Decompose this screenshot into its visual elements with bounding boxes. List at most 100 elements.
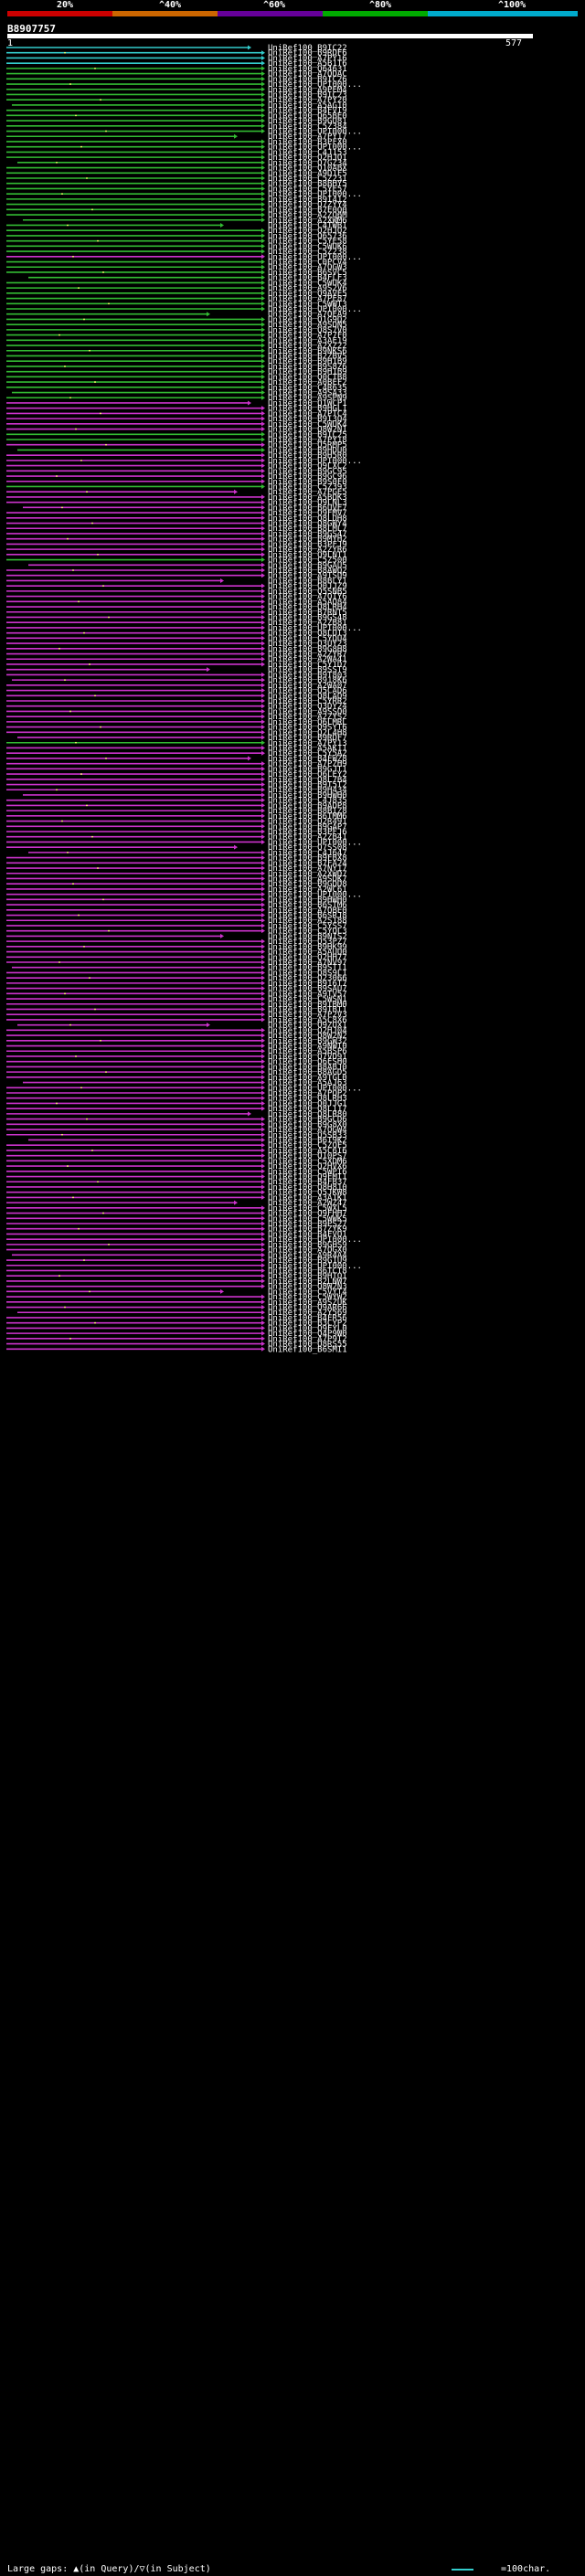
hit-label[interactable]: UniRef100_B9S0F0 <box>268 478 347 487</box>
hit-label[interactable]: UniRef100_A9TSU9 <box>268 572 347 581</box>
hit-label[interactable]: UniRef100_A7PZH9 <box>268 760 347 769</box>
hit-label[interactable]: UniRef100_Q9FYL0 <box>268 1324 347 1333</box>
hit-label[interactable]: UniRef100_Q0JJZ9 <box>268 582 347 591</box>
hit-label[interactable]: UniRef100_A7PY13 <box>268 739 347 748</box>
hit-label[interactable]: UniRef100_Q9FHH7 <box>268 1210 347 1219</box>
hit-label[interactable]: UniRef100_B9GW32 <box>268 1037 347 1046</box>
hit-label[interactable]: UniRef100_A7PY16 <box>268 54 347 63</box>
hit-label[interactable]: UniRef100_Q7VD91 <box>268 1053 347 1062</box>
hit-label[interactable]: UniRef100_B9ADP8 <box>268 801 347 811</box>
hit-label[interactable]: UniRef100_UPI000... <box>268 80 362 90</box>
hit-label[interactable]: UniRef100_A9PEM4 <box>268 86 347 95</box>
hit-label[interactable]: UniRef100_C4J647 <box>268 849 347 858</box>
hit-label[interactable]: UniRef100_Q2HVX6 <box>268 1162 347 1171</box>
hit-label[interactable]: UniRef100_A5C8X6 <box>268 1016 347 1025</box>
hit-label[interactable]: UniRef100_A7P2V3 <box>268 1011 347 1020</box>
hit-label[interactable]: UniRef100_C5YE58 <box>268 238 347 247</box>
hit-label[interactable]: UniRef100_A2ZQ6M <box>268 211 347 220</box>
hit-label[interactable]: UniRef100_B6SRJ8 <box>268 912 347 921</box>
hit-label[interactable]: UniRef100_C5Z231 <box>268 175 347 184</box>
hit-label[interactable]: UniRef100_B9SST9 <box>268 666 347 675</box>
hit-label[interactable]: UniRef100_A9NWI0 <box>268 1043 347 1052</box>
hit-label[interactable]: UniRef100_A7QIY6 <box>268 593 347 602</box>
hit-label[interactable]: UniRef100_B9HDU0 <box>268 446 347 455</box>
hit-label[interactable]: UniRef100_B9MYH2 <box>268 535 347 545</box>
hit-label[interactable]: UniRef100_A2S188 <box>268 917 347 926</box>
hit-label[interactable]: UniRef100_B3CYP2 <box>268 1320 347 1329</box>
hit-label[interactable]: UniRef100_C5WYW2 <box>268 1293 347 1302</box>
hit-label[interactable]: UniRef100_B7E0Q0 <box>268 206 347 215</box>
hit-label[interactable]: UniRef100_C5Z393 <box>268 482 347 492</box>
hit-label[interactable]: UniRef100_A5AJ63 <box>268 1079 347 1088</box>
hit-label[interactable]: UniRef100_Q2HJ04 <box>268 1026 347 1035</box>
hit-label[interactable]: UniRef100_Q9LNL3 <box>268 499 347 508</box>
hit-label[interactable]: UniRef100_B4FB37 <box>268 1178 347 1187</box>
hit-label[interactable]: UniRef100_Q0JJG1 <box>268 1099 347 1108</box>
hit-label[interactable]: UniRef100_C4TWB1 <box>268 221 347 230</box>
hit-label[interactable]: UniRef100_B6SMI1 <box>268 1345 347 1354</box>
hit-label[interactable]: UniRef100_Q9LXC2 <box>268 462 347 472</box>
hit-label[interactable]: UniRef100_Q2L4H8 <box>268 728 347 737</box>
hit-label[interactable]: UniRef100_Q4P9W0 <box>268 1330 347 1339</box>
hit-label[interactable]: UniRef100_B8BLY1 <box>268 577 347 586</box>
hit-label[interactable]: UniRef100_B9NKS6 <box>268 347 347 356</box>
hit-label[interactable]: UniRef100_A7PE87 <box>268 295 347 304</box>
hit-label[interactable]: UniRef100_Q10PS7 <box>268 1152 347 1161</box>
hit-label[interactable]: UniRef100_Q8LDH8 <box>268 514 347 524</box>
hit-label[interactable]: UniRef100_Q9FMV7 <box>268 509 347 518</box>
hit-label[interactable]: UniRef100_B8BIZ8 <box>268 807 347 816</box>
hit-label[interactable]: UniRef100_C5WWT3 <box>268 300 347 309</box>
hit-label[interactable]: UniRef100_A2WZ47 <box>268 1199 347 1208</box>
hit-label[interactable]: UniRef100_Q0CTB8 <box>268 373 347 382</box>
hit-label[interactable]: UniRef100_B9S8Z6 <box>268 363 347 372</box>
hit-label[interactable]: UniRef100_B9G8H8 <box>268 645 347 654</box>
hit-label[interactable]: UniRef100_B2ZBV5 <box>268 352 347 361</box>
hit-label[interactable]: UniRef100_B9SAU7 <box>268 985 347 994</box>
hit-label[interactable]: UniRef100_C4J835 <box>268 797 347 806</box>
hit-label[interactable]: UniRef100_A7P7F0 <box>268 332 347 341</box>
hit-label[interactable]: UniRef100_Q6LEY2 <box>268 770 347 779</box>
hit-label[interactable]: UniRef100_B9IC22 <box>268 44 347 53</box>
hit-label[interactable]: UniRef100_UPI000... <box>268 1262 362 1271</box>
hit-label[interactable]: UniRef100_B8AWQ2 <box>268 567 347 576</box>
hit-label[interactable]: UniRef100_B9HTQ1 <box>268 1272 347 1281</box>
hit-label[interactable]: UniRef100_C5Y5A2 <box>268 749 347 758</box>
hit-label[interactable]: UniRef100_Q2HH77 <box>268 953 347 962</box>
hit-label[interactable]: UniRef100_B8LML7 <box>268 525 347 534</box>
hit-label[interactable]: UniRef100_C5YDU4 <box>268 634 347 643</box>
hit-label[interactable]: UniRef100_B9I3Q4 <box>268 415 347 424</box>
hit-label[interactable]: UniRef100_B8ABJ0 <box>268 1063 347 1072</box>
hit-label[interactable]: UniRef100_C5WPI6 <box>268 1168 347 1177</box>
hit-label[interactable]: UniRef100_B9HWH0 <box>268 896 347 905</box>
hit-label[interactable]: UniRef100_B2LNW7 <box>268 1277 347 1287</box>
hit-label[interactable]: UniRef100_A9SPN9 <box>268 394 347 403</box>
hit-label[interactable]: UniRef100_B9GU81 <box>268 117 347 126</box>
hit-label[interactable]: UniRef100_A5AG10 <box>268 101 347 111</box>
hit-label[interactable]: UniRef100_A9SSQ0 <box>268 707 347 716</box>
hit-label[interactable]: UniRef100_Q6LMRL <box>268 718 347 727</box>
hit-label[interactable]: UniRef100_UPI000... <box>268 1084 362 1093</box>
hit-label[interactable]: UniRef100_B9GAP7 <box>268 822 347 832</box>
hit-label[interactable]: UniRef100_UPI000... <box>268 190 362 199</box>
hit-label[interactable]: UniRef100_Q2HJQ2 <box>268 227 347 236</box>
hit-label[interactable]: UniRef100_A9SZUK <box>268 1299 347 1308</box>
hit-label[interactable]: UniRef100_C5YE57 <box>268 185 347 194</box>
hit-label[interactable]: UniRef100_B916T7 <box>268 980 347 989</box>
hit-label[interactable]: UniRef100_B9GAU5 <box>268 561 347 570</box>
hit-label[interactable]: UniRef100_UPI000... <box>268 891 362 900</box>
hit-label[interactable]: UniRef100_A9SDK7 <box>268 875 347 884</box>
hit-label[interactable]: UniRef100_C5WXL5 <box>268 1204 347 1214</box>
hit-label[interactable]: UniRef100_UPI000... <box>268 128 362 137</box>
hit-label[interactable]: UniRef100_Q8S9L1 <box>268 969 347 978</box>
hit-label[interactable]: UniRef100_Q9AR66 <box>268 1304 347 1313</box>
hit-label[interactable]: UniRef100_B9PS27 <box>268 1220 347 1229</box>
hit-label[interactable]: UniRef100_Q5CAD6 <box>268 687 347 696</box>
hit-label[interactable]: UniRef100_Q3UY23 <box>268 640 347 649</box>
hit-label[interactable]: UniRef100_Q6ESH0 <box>268 1058 347 1067</box>
hit-label[interactable]: UniRef100_Q65736 <box>268 232 347 241</box>
hit-label[interactable]: UniRef100_C5WUK4 <box>268 420 347 429</box>
hit-label[interactable]: UniRef100_Q8GWY4 <box>268 520 347 529</box>
hit-label[interactable]: UniRef100_A2ZYS2 <box>268 713 347 722</box>
hit-label[interactable]: UniRef100_A2ZB81 <box>268 619 347 628</box>
hit-label[interactable]: UniRef100_Q8LR80 <box>268 1110 347 1119</box>
